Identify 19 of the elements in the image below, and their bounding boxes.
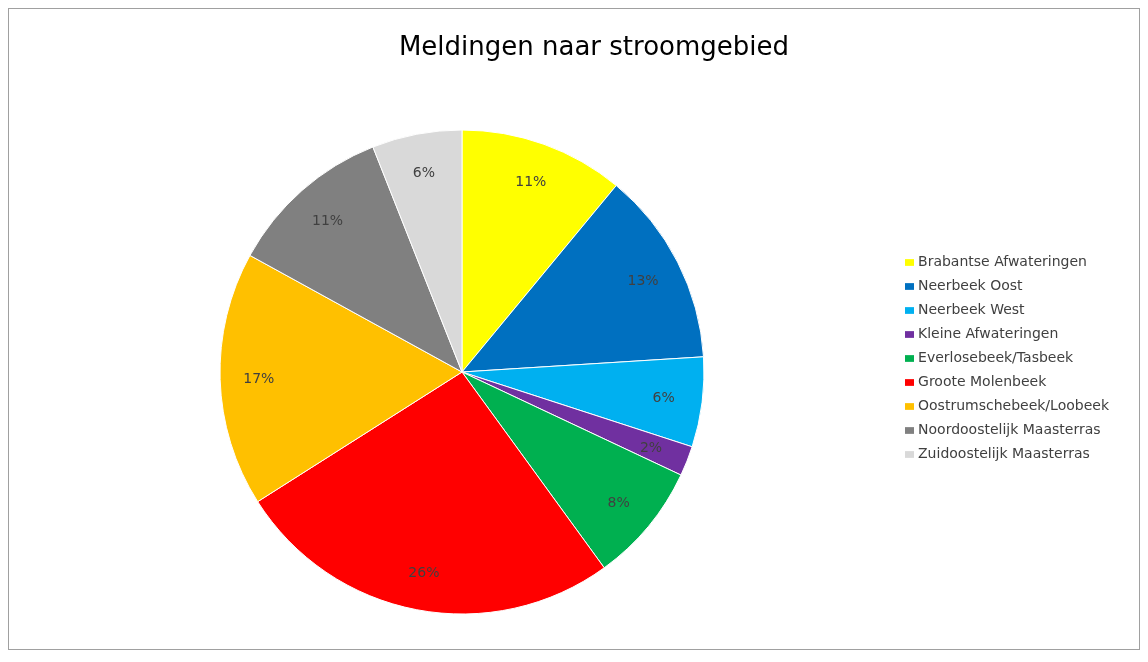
legend-label: Neerbeek Oost [918,277,1023,293]
data-label: 26% [408,563,440,580]
data-label: 11% [312,211,344,228]
legend-label: Brabantse Afwateringen [918,253,1087,269]
data-label: 2% [639,438,663,455]
legend-label: Noordoostelijk Maasterras [918,421,1101,437]
legend-label: Zuidoostelijk Maasterras [918,445,1090,461]
legend-label: Oostrumschebeek/Loobeek [918,397,1109,413]
legend-label: Kleine Afwateringen [918,325,1059,341]
data-label: 11% [515,172,547,189]
data-label: 17% [243,370,275,387]
data-label: 13% [627,271,659,288]
legend-label: Everlosebeek/Tasbeek [918,349,1074,365]
data-label: 6% [412,164,436,181]
chart-title: Meldingen naar stroomgebied [397,31,791,63]
legend-label: Groote Molenbeek [918,373,1047,389]
data-label: 6% [652,389,675,406]
legend-label: Neerbeek West [918,301,1025,317]
data-label: 8% [607,493,630,510]
